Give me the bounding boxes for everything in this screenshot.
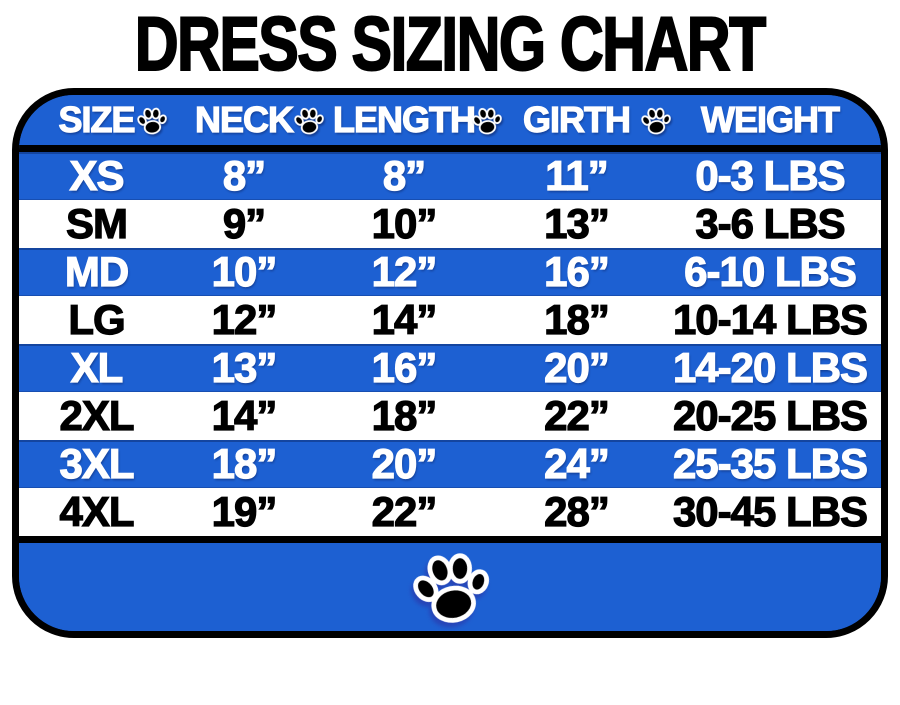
page-title: DRESS SIZING CHART [134, 1, 767, 88]
cell-weight: 10-14 LBS [672, 295, 868, 343]
cell-weight: 14-20 LBS [672, 343, 868, 391]
paw-icon [134, 103, 169, 138]
table-row-xs: XS 8” 8” 11” 0-3 LBS [19, 151, 881, 200]
table-row-xl: XL 13” 16” 20” 14-20 LBS [19, 343, 881, 392]
cell-neck: 12” [211, 295, 278, 343]
cell-size: XL [70, 343, 124, 391]
column-header-neck: NECK [194, 98, 294, 140]
cell-length: 16” [371, 343, 438, 391]
paw-icon [403, 540, 498, 635]
cell-girth: 22” [544, 391, 611, 439]
cell-length: 12” [371, 247, 438, 295]
footer-divider [19, 536, 881, 543]
cell-length: 18” [371, 391, 438, 439]
cell-neck: 13” [211, 343, 278, 391]
table-body: XS 8” 8” 11” 0-3 LBS SM 9” 10” 13” 3-6 L… [19, 151, 881, 536]
table-row-2xl: 2XL 14” 18” 22” 20-25 LBS [19, 391, 881, 440]
cell-size: XS [69, 151, 125, 199]
cell-length: 14” [371, 295, 438, 343]
cell-girth: 18” [544, 295, 611, 343]
table-row-md: MD 10” 12” 16” 6-10 LBS [19, 247, 881, 296]
table-row-3xl: 3XL 18” 20” 24” 25-35 LBS [19, 439, 881, 488]
cell-length: 20” [371, 439, 438, 487]
cell-girth: 28” [544, 487, 611, 535]
cell-girth: 16” [544, 247, 611, 295]
table-row-lg: LG 12” 14” 18” 10-14 LBS [19, 295, 881, 344]
column-header-length: LENGTH [332, 98, 476, 140]
cell-neck: 10” [211, 247, 278, 295]
cell-weight: 25-35 LBS [672, 439, 868, 487]
column-header-weight: WEIGHT [700, 98, 840, 140]
header-divider [19, 145, 881, 152]
cell-girth: 11” [545, 151, 610, 199]
column-header-girth: GIRTH [522, 98, 631, 140]
cell-neck: 8” [222, 151, 267, 199]
cell-size: SM [65, 199, 128, 247]
cell-length: 8” [382, 151, 427, 199]
cell-length: 10” [371, 199, 438, 247]
cell-girth: 13” [544, 199, 611, 247]
table-header: SIZE NECK LENGTH GIRTH WEIGHT [19, 95, 881, 145]
cell-weight: 6-10 LBS [684, 247, 858, 295]
cell-weight: 20-25 LBS [672, 391, 868, 439]
card-footer [19, 543, 881, 631]
title-area: DRESS SIZING CHART [0, 0, 900, 88]
column-header-size: SIZE [58, 98, 136, 140]
table-row-sm: SM 9” 10” 13” 3-6 LBS [19, 199, 881, 248]
sizing-chart-card: SIZE NECK LENGTH GIRTH WEIGHT XS 8” 8” 1… [12, 88, 888, 638]
cell-neck: 9” [222, 199, 267, 247]
table-row-4xl: 4XL 19” 22” 28” 30-45 LBS [19, 487, 881, 536]
cell-weight: 30-45 LBS [672, 487, 868, 535]
cell-length: 22” [371, 487, 438, 535]
cell-size: 4XL [59, 487, 135, 535]
cell-girth: 24” [544, 439, 611, 487]
cell-size: 3XL [59, 439, 135, 487]
cell-neck: 18” [211, 439, 278, 487]
paw-icon [469, 103, 504, 138]
cell-girth: 20” [544, 343, 611, 391]
cell-size: MD [64, 247, 130, 295]
paw-icon [638, 103, 673, 138]
cell-neck: 19” [211, 487, 278, 535]
cell-weight: 0-3 LBS [695, 151, 847, 199]
cell-weight: 3-6 LBS [695, 199, 847, 247]
cell-size: LG [68, 295, 127, 343]
cell-size: 2XL [59, 391, 135, 439]
cell-neck: 14” [211, 391, 278, 439]
paw-icon [291, 103, 326, 138]
